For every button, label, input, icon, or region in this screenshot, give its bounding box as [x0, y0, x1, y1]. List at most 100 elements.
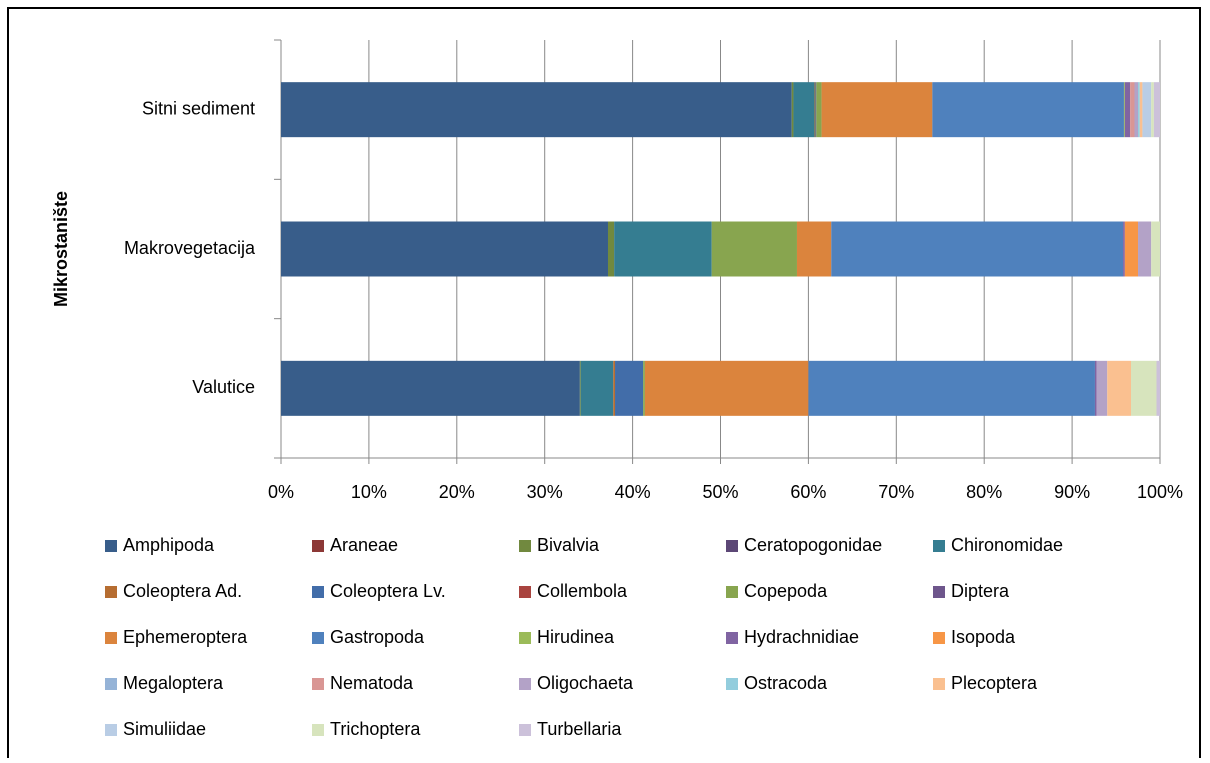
legend-swatch	[312, 586, 324, 598]
bar-segment	[796, 221, 832, 277]
legend-swatch	[519, 586, 531, 598]
bar-segment	[1151, 82, 1154, 138]
legend-swatch	[726, 678, 738, 690]
legend-label: Plecoptera	[951, 673, 1038, 693]
legend-swatch	[312, 632, 324, 644]
legend-swatch	[312, 724, 324, 736]
bar-segment	[711, 221, 797, 277]
legend-label: Araneae	[330, 535, 398, 555]
bar-segment	[1138, 82, 1140, 138]
legend-swatch	[933, 678, 945, 690]
bar-segment	[614, 221, 712, 277]
legend-label: Trichoptera	[330, 719, 421, 739]
legend-swatch	[726, 586, 738, 598]
x-tick-label: 70%	[878, 482, 914, 502]
bar-segment	[1094, 360, 1097, 416]
bar-segment	[815, 82, 817, 138]
bar-segment	[1096, 360, 1108, 416]
bar-segment	[281, 221, 608, 277]
legend-label: Oligochaeta	[537, 673, 634, 693]
bar-segment	[1156, 360, 1160, 416]
legend-swatch	[519, 540, 531, 552]
legend-swatch	[519, 678, 531, 690]
legend-label: Hirudinea	[537, 627, 615, 647]
legend-swatch	[312, 540, 324, 552]
bar-segment	[821, 82, 933, 138]
bar-segment	[643, 360, 645, 416]
legend-label: Collembola	[537, 581, 628, 601]
bar-segment	[1107, 360, 1131, 416]
bar-segment	[1139, 82, 1143, 138]
bar-segment	[580, 360, 614, 416]
x-tick-label: 90%	[1054, 482, 1090, 502]
legend-label: Megaloptera	[123, 673, 224, 693]
bar-segment	[793, 82, 815, 138]
legend-swatch	[105, 586, 117, 598]
bar-segment	[814, 82, 816, 138]
legend-label: Bivalvia	[537, 535, 600, 555]
bar-segment	[932, 82, 1124, 138]
legend-swatch	[933, 540, 945, 552]
x-tick-label: 60%	[790, 482, 826, 502]
bar-segment	[281, 82, 792, 138]
bar-segment	[607, 221, 615, 277]
legend-label: Coleoptera Lv.	[330, 581, 446, 601]
x-tick-label: 40%	[615, 482, 651, 502]
legend-label: Ephemeroptera	[123, 627, 248, 647]
legend-label: Ceratopogonidae	[744, 535, 882, 555]
legend-label: Nematoda	[330, 673, 414, 693]
bar-segment	[1142, 82, 1152, 138]
legend-label: Hydrachnidiae	[744, 627, 859, 647]
bar-segment	[1124, 82, 1131, 138]
legend-label: Diptera	[951, 581, 1010, 601]
y-axis-label: Mikrostanište	[51, 191, 71, 307]
x-tick-label: 0%	[268, 482, 294, 502]
legend-label: Gastropoda	[330, 627, 425, 647]
legend-swatch	[105, 678, 117, 690]
legend-swatch	[933, 586, 945, 598]
legend-swatch	[105, 540, 117, 552]
legend-label: Ostracoda	[744, 673, 828, 693]
x-tick-label: 20%	[439, 482, 475, 502]
legend-swatch	[726, 632, 738, 644]
bar-segment	[1123, 82, 1125, 138]
legend-swatch	[105, 632, 117, 644]
legend-swatch	[726, 540, 738, 552]
bar-segment	[579, 360, 581, 416]
bar-segment	[791, 82, 794, 138]
bar-segment	[1151, 221, 1160, 277]
bar-segment	[613, 360, 616, 416]
bar-segment	[1124, 221, 1139, 277]
x-tick-label: 100%	[1137, 482, 1183, 502]
legend-swatch	[519, 724, 531, 736]
bar-segment	[1123, 221, 1125, 277]
legend-label: Isopoda	[951, 627, 1016, 647]
legend-label: Amphipoda	[123, 535, 215, 555]
bar-segment	[816, 82, 822, 138]
bar-segment	[1153, 82, 1160, 138]
legend-label: Coleoptera Ad.	[123, 581, 242, 601]
bar-segment	[1130, 82, 1135, 138]
bar-segment	[644, 360, 809, 416]
legend-label: Turbellaria	[537, 719, 622, 739]
legend-label: Simuliidae	[123, 719, 206, 739]
legend-swatch	[105, 724, 117, 736]
legend-label: Copepoda	[744, 581, 828, 601]
y-tick-label: Makrovegetacija	[124, 238, 256, 258]
y-tick-label: Valutice	[192, 377, 255, 397]
legend-swatch	[933, 632, 945, 644]
x-tick-label: 50%	[702, 482, 738, 502]
x-tick-label: 80%	[966, 482, 1002, 502]
bar-segment	[808, 360, 1095, 416]
y-tick-label: Sitni sediment	[142, 98, 255, 118]
bar-segment	[1130, 360, 1157, 416]
x-tick-label: 10%	[351, 482, 387, 502]
bar-segment	[1134, 82, 1139, 138]
bar-segment	[1138, 221, 1152, 277]
bar-segment	[281, 360, 580, 416]
legend-swatch	[312, 678, 324, 690]
x-tick-label: 30%	[527, 482, 563, 502]
bar-segment	[831, 221, 1124, 277]
legend-label: Chironomidae	[951, 535, 1063, 555]
